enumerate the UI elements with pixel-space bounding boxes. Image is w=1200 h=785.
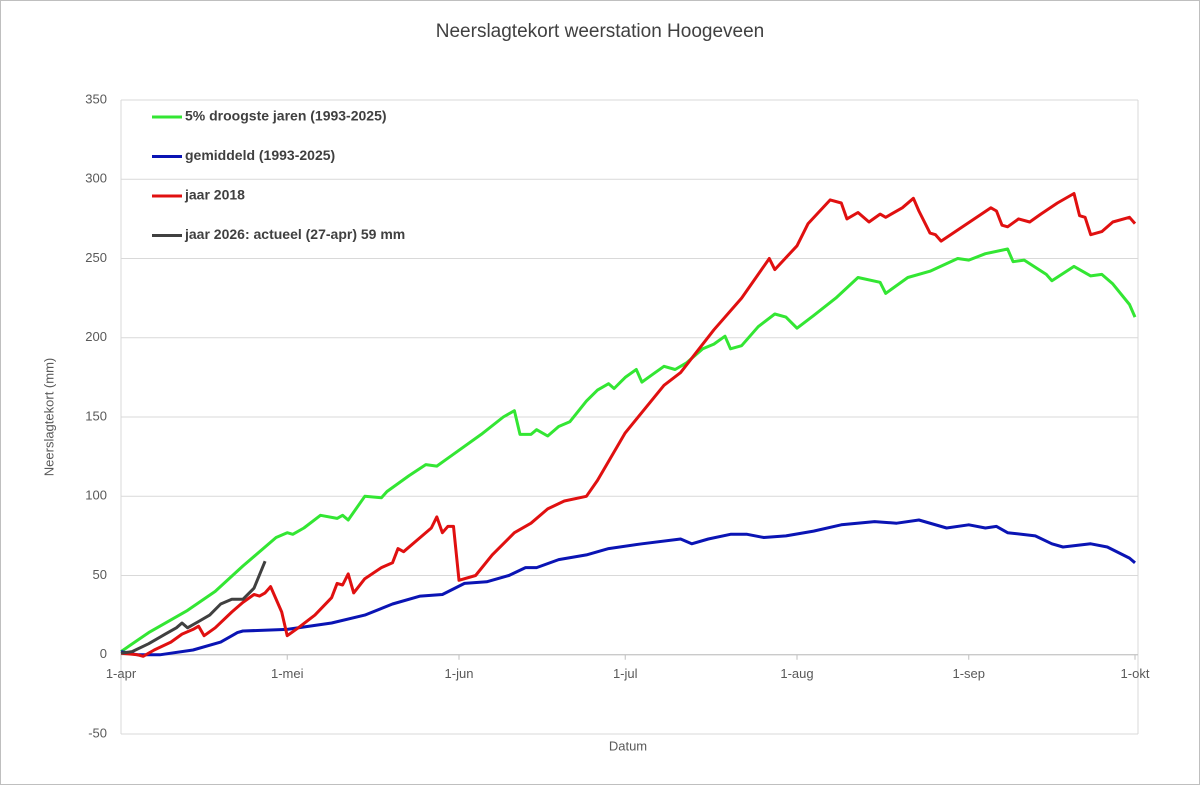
legend-label: gemiddeld (1993-2025) — [185, 147, 335, 163]
x-axis-label: Datum — [609, 738, 647, 753]
y-tick-label: 0 — [100, 646, 107, 661]
legend-label: 5% droogste jaren (1993-2025) — [185, 108, 387, 124]
line-series — [120, 247, 1137, 653]
line-series — [120, 518, 1136, 657]
x-tick-label: 1-aug — [780, 666, 813, 681]
y-tick-label: 350 — [85, 91, 107, 106]
x-tick-label: 1-jun — [445, 666, 474, 681]
x-tick-label: 1-apr — [106, 666, 137, 681]
y-tick-label: 300 — [85, 171, 107, 186]
y-tick-label: 200 — [85, 329, 107, 344]
y-axis-label: Neerslagtekort (mm) — [41, 358, 56, 476]
line-series — [120, 560, 267, 655]
x-tick-label: 1-mei — [271, 666, 304, 681]
y-tick-label: 250 — [85, 250, 107, 265]
chart-title: Neerslagtekort weerstation Hoogeveen — [436, 21, 764, 42]
legend-label: jaar 2018 — [184, 187, 245, 203]
y-tick-label: -50 — [88, 725, 107, 740]
x-tick-label: 1-jul — [613, 666, 638, 681]
y-tick-label: 100 — [85, 488, 107, 503]
x-tick-label: 1-okt — [1121, 666, 1150, 681]
x-tick-label: 1-sep — [953, 666, 986, 681]
line-series — [120, 192, 1137, 658]
y-tick-label: 50 — [93, 567, 107, 582]
y-tick-label: 150 — [85, 408, 107, 423]
legend-label: jaar 2026: actueel (27-apr) 59 mm — [184, 226, 405, 242]
